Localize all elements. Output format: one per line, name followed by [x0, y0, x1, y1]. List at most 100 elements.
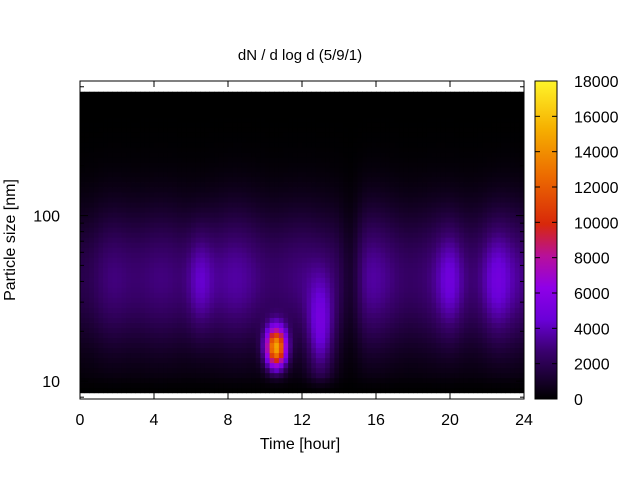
heatmap-cell — [186, 237, 192, 243]
heatmap-cell — [278, 141, 284, 148]
heatmap-cell — [195, 262, 201, 268]
heatmap-cell — [426, 372, 432, 379]
heatmap-cell — [80, 121, 86, 128]
heatmap-cell — [339, 156, 345, 163]
heatmap-cell — [362, 237, 368, 243]
heatmap-cell — [200, 172, 206, 178]
heatmap-cell — [89, 367, 95, 374]
heatmap-cell — [366, 372, 372, 379]
heatmap-cell — [121, 287, 127, 293]
heatmap-cell — [440, 227, 446, 233]
heatmap-cell — [103, 282, 109, 288]
heatmap-cell — [352, 121, 358, 128]
heatmap-cell — [172, 227, 178, 233]
heatmap-cell — [376, 297, 382, 303]
heatmap-cell — [223, 357, 229, 364]
heatmap-cell — [107, 121, 113, 128]
heatmap-cell — [195, 207, 201, 213]
heatmap-cell — [394, 327, 400, 333]
heatmap-cell — [80, 172, 86, 178]
heatmap-cell — [181, 252, 187, 258]
heatmap-cell — [306, 187, 312, 193]
heatmap-cell — [260, 161, 266, 168]
heatmap-cell — [186, 282, 192, 288]
heatmap-cell — [292, 121, 298, 128]
heatmap-cell — [413, 327, 419, 333]
heatmap-cell — [408, 227, 414, 233]
heatmap-cell — [93, 327, 99, 333]
heatmap-cell — [149, 101, 155, 108]
heatmap-cell — [436, 106, 442, 113]
heatmap-cell — [445, 287, 451, 293]
heatmap-cell — [149, 212, 155, 218]
heatmap-cell — [426, 182, 432, 188]
heatmap-cell — [237, 106, 243, 113]
heatmap-cell — [204, 357, 210, 364]
heatmap-cell — [288, 212, 294, 218]
heatmap-cell — [311, 277, 317, 283]
heatmap-cell — [163, 192, 169, 198]
heatmap-cell — [459, 317, 465, 323]
heatmap-cell — [459, 96, 465, 103]
heatmap-cell — [366, 192, 372, 198]
heatmap-cell — [260, 342, 266, 349]
heatmap-cell — [167, 207, 173, 213]
heatmap-cell — [371, 227, 377, 233]
heatmap-cell — [218, 227, 224, 233]
heatmap-cell — [177, 177, 183, 183]
heatmap-cell — [232, 382, 238, 389]
heatmap-cell — [440, 156, 446, 163]
heatmap-cell — [84, 187, 90, 193]
heatmap-cell — [376, 166, 382, 173]
heatmap-cell — [385, 272, 391, 278]
heatmap-cell — [394, 272, 400, 278]
heatmap-cell — [260, 347, 266, 354]
heatmap-cell — [260, 116, 266, 123]
heatmap-cell — [121, 357, 127, 364]
heatmap-cell — [371, 257, 377, 263]
heatmap-cell — [265, 91, 271, 98]
heatmap-cell — [158, 292, 164, 298]
heatmap-cell — [246, 327, 252, 333]
heatmap-cell — [121, 182, 127, 188]
heatmap-cell — [325, 292, 331, 298]
heatmap-cell — [274, 287, 280, 293]
heatmap-cell — [265, 96, 271, 103]
heatmap-cell — [306, 307, 312, 313]
heatmap-cell — [445, 312, 451, 318]
heatmap-cell — [440, 267, 446, 273]
heatmap-cell — [413, 382, 419, 389]
heatmap-cell — [158, 242, 164, 248]
heatmap-cell — [422, 222, 428, 228]
heatmap-cell — [459, 247, 465, 253]
heatmap-cell — [413, 207, 419, 213]
heatmap-cell — [329, 151, 335, 158]
heatmap-cell — [121, 337, 127, 344]
heatmap-cell — [163, 292, 169, 298]
heatmap-cell — [422, 332, 428, 339]
heatmap-cell — [98, 387, 104, 394]
heatmap-cell — [103, 267, 109, 273]
heatmap-cell — [112, 151, 118, 158]
heatmap-cell — [399, 272, 405, 278]
heatmap-cell — [399, 177, 405, 183]
heatmap-cell — [413, 192, 419, 198]
heatmap-cell — [177, 161, 183, 168]
heatmap-cell — [149, 111, 155, 118]
heatmap-cell — [265, 212, 271, 218]
heatmap-cell — [158, 262, 164, 268]
heatmap-cell — [209, 317, 215, 323]
heatmap-cell — [237, 91, 243, 98]
heatmap-cell — [269, 197, 275, 203]
heatmap-cell — [297, 146, 303, 153]
heatmap-cell — [149, 242, 155, 248]
heatmap-cell — [112, 307, 118, 313]
heatmap-cell — [348, 121, 354, 128]
heatmap-cell — [144, 217, 150, 223]
heatmap-cell — [80, 372, 86, 379]
heatmap-cell — [167, 327, 173, 333]
heatmap-cell — [232, 106, 238, 113]
heatmap-cell — [223, 161, 229, 168]
heatmap-cell — [209, 342, 215, 349]
heatmap-cell — [288, 136, 294, 143]
